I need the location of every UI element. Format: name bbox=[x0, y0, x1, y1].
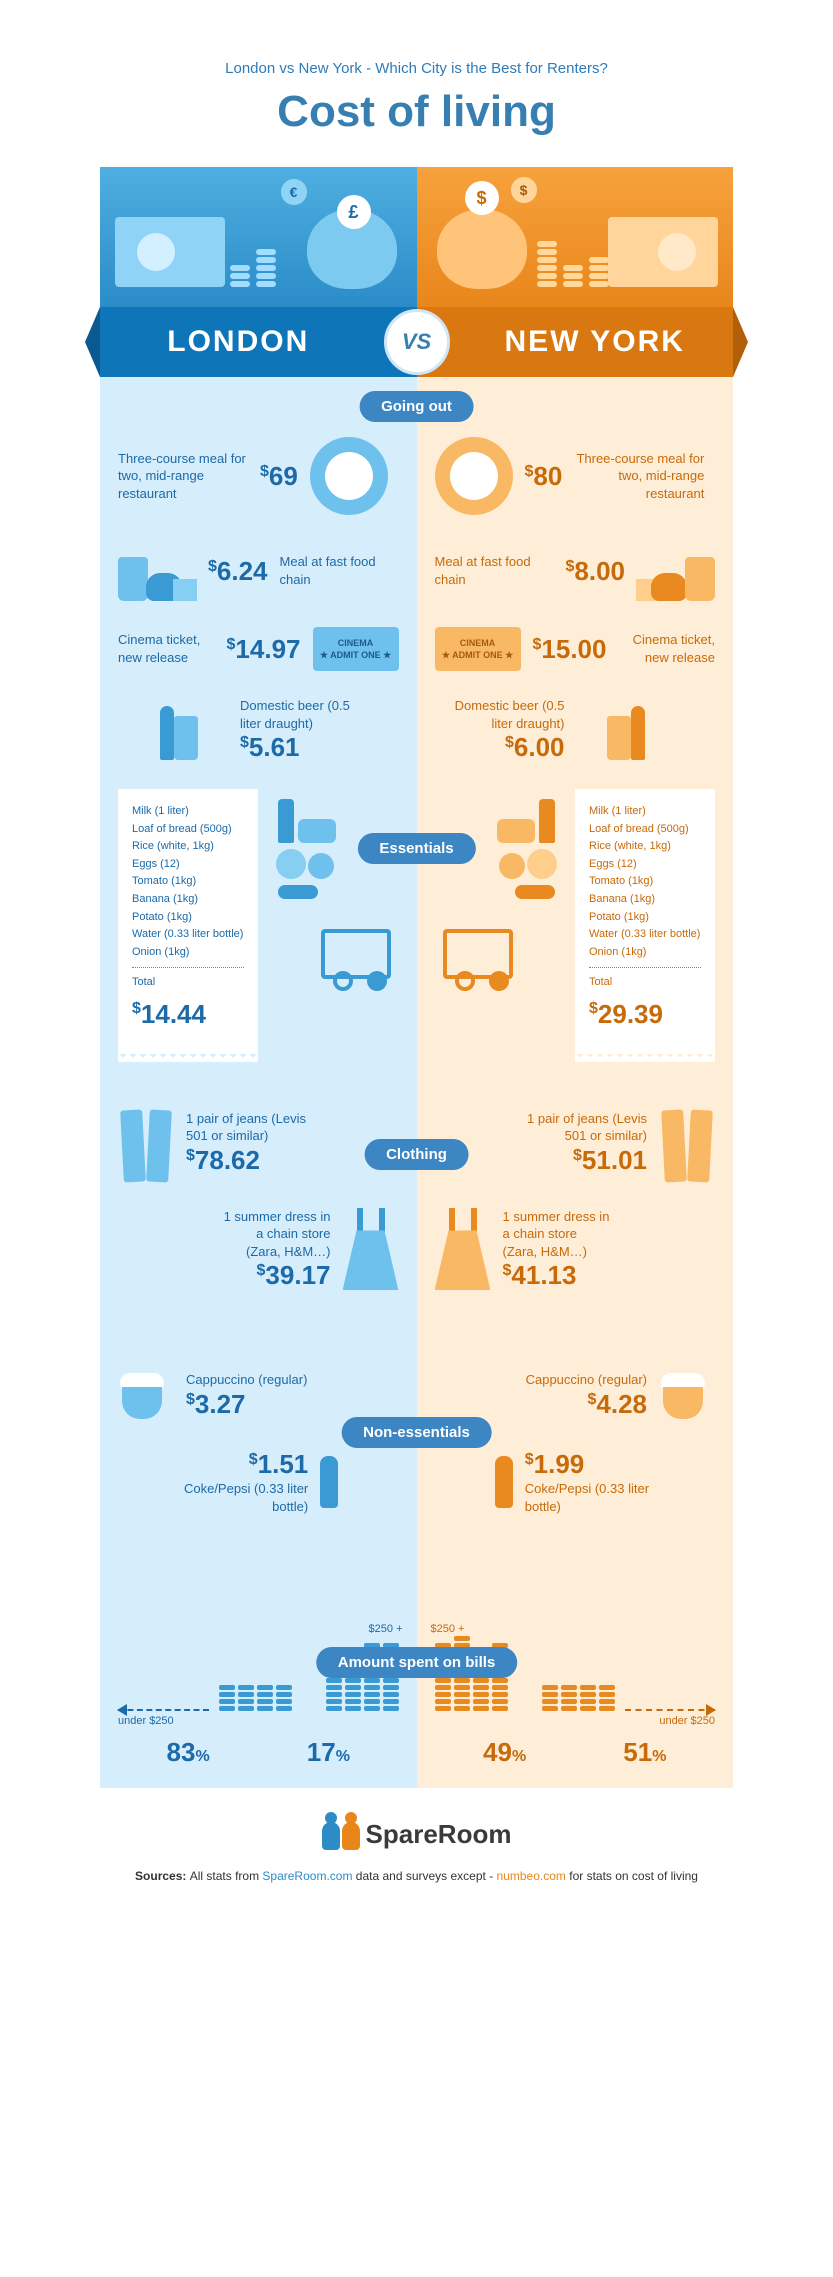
dress-label: 1 summer dress in a chain store (Zara, H… bbox=[503, 1208, 613, 1261]
newyork-column: $80 Three-course meal for two, mid-range… bbox=[417, 377, 734, 1788]
section-clothing: Clothing bbox=[364, 1139, 469, 1170]
beer-label: Domestic beer (0.5 liter draught) bbox=[240, 697, 370, 732]
bills-london: $250 + under $250 83% 17% bbox=[118, 1591, 399, 1768]
coke-label: Coke/Pepsi (0.33 liter bottle) bbox=[178, 1480, 308, 1515]
fastfood-icon bbox=[637, 541, 715, 601]
ticket-icon: CINEMA★ ADMIT ONE ★ bbox=[313, 627, 399, 671]
groceries-icon bbox=[258, 789, 399, 989]
meal-price-london: $69 bbox=[260, 461, 298, 492]
meal-label: Three-course meal for two, mid-range res… bbox=[118, 450, 248, 503]
bills-under-pct-london: 83% bbox=[167, 1737, 210, 1768]
people-icon bbox=[322, 1818, 360, 1850]
jeans-label: 1 pair of jeans (Levis 501 or similar) bbox=[517, 1110, 647, 1145]
plate-icon bbox=[435, 437, 513, 515]
cappuccino-icon bbox=[659, 1367, 715, 1423]
beer-label: Domestic beer (0.5 liter draught) bbox=[435, 697, 565, 732]
dress-price-newyork: $41.13 bbox=[503, 1260, 613, 1291]
jeans-icon bbox=[659, 1104, 715, 1182]
city-london: LONDON bbox=[100, 307, 417, 377]
section-going-out: Going out bbox=[359, 391, 474, 422]
beer-icon bbox=[160, 700, 228, 760]
fastfood-label: Meal at fast food chain bbox=[280, 553, 399, 588]
cappuccino-icon bbox=[118, 1367, 174, 1423]
section-non-essentials: Non-essentials bbox=[341, 1417, 492, 1448]
essentials-total-london: $14.44 bbox=[132, 994, 244, 1036]
bottle-icon bbox=[495, 1456, 513, 1508]
fastfood-icon bbox=[118, 541, 196, 601]
essentials-receipt-newyork: Milk (1 liter)Loaf of bread (500g)Rice (… bbox=[575, 789, 715, 1054]
dress-icon bbox=[435, 1208, 491, 1290]
vs-badge: VS bbox=[384, 309, 450, 375]
meal-label: Three-course meal for two, mid-range res… bbox=[574, 450, 704, 503]
fastfood-price-newyork: $8.00 bbox=[565, 556, 625, 587]
dress-price-london: $39.17 bbox=[221, 1260, 331, 1291]
piggy-bank-icon bbox=[437, 209, 527, 289]
dress-label: 1 summer dress in a chain store (Zara, H… bbox=[221, 1208, 331, 1261]
cinema-price-newyork: $15.00 bbox=[533, 634, 607, 665]
cinema-price-london: $14.97 bbox=[227, 634, 301, 665]
bills-under-pct-newyork: 51% bbox=[623, 1737, 666, 1768]
sources-text: Sources: All stats from SpareRoom.com da… bbox=[100, 1869, 733, 1883]
currency-coin-icon: $ bbox=[465, 181, 499, 215]
beer-price-newyork: $6.00 bbox=[435, 732, 565, 763]
jeans-price-newyork: $51.01 bbox=[517, 1145, 647, 1176]
cinema-label: Cinema ticket, new release bbox=[618, 631, 715, 666]
fastfood-price-london: $6.24 bbox=[208, 556, 268, 587]
essentials-total-newyork: $29.39 bbox=[589, 994, 701, 1036]
city-newyork: NEW YORK bbox=[417, 307, 734, 377]
page-subtitle: London vs New York - Which City is the B… bbox=[100, 60, 733, 77]
beer-icon bbox=[577, 700, 645, 760]
essentials-receipt-london: Milk (1 liter)Loaf of bread (500g)Rice (… bbox=[118, 789, 258, 1054]
dress-icon bbox=[343, 1208, 399, 1290]
vs-banner: LONDON NEW YORK VS bbox=[100, 307, 733, 377]
jeans-icon bbox=[118, 1104, 174, 1182]
currency-coin-icon: € bbox=[281, 179, 307, 205]
bills-over-pct-london: 17% bbox=[307, 1737, 350, 1768]
page-title: Cost of living bbox=[100, 87, 733, 137]
groceries-icon bbox=[435, 789, 576, 989]
bottle-icon bbox=[320, 1456, 338, 1508]
coke-price-newyork: $1.99 bbox=[525, 1449, 655, 1480]
cappuccino-price-newyork: $4.28 bbox=[526, 1389, 647, 1420]
cappuccino-label: Cappuccino (regular) bbox=[186, 1371, 307, 1389]
coke-price-london: $1.51 bbox=[178, 1449, 308, 1480]
beer-price-london: $5.61 bbox=[240, 732, 370, 763]
jeans-price-london: $78.62 bbox=[186, 1145, 316, 1176]
brand-logo: SpareRoom bbox=[322, 1818, 512, 1850]
plate-icon bbox=[310, 437, 388, 515]
bills-over-pct-newyork: 49% bbox=[483, 1737, 526, 1768]
cappuccino-price-london: $3.27 bbox=[186, 1389, 307, 1420]
section-essentials: Essentials bbox=[357, 833, 475, 864]
section-bills: Amount spent on bills bbox=[316, 1647, 518, 1678]
currency-coin-icon: $ bbox=[511, 177, 537, 203]
cinema-label: Cinema ticket, new release bbox=[118, 631, 215, 666]
hero-illustration: € £ $ $ bbox=[100, 167, 733, 307]
coke-label: Coke/Pepsi (0.33 liter bottle) bbox=[525, 1480, 655, 1515]
london-column: Three-course meal for two, mid-range res… bbox=[100, 377, 417, 1788]
ticket-icon: CINEMA★ ADMIT ONE ★ bbox=[435, 627, 521, 671]
fastfood-label: Meal at fast food chain bbox=[435, 553, 554, 588]
jeans-label: 1 pair of jeans (Levis 501 or similar) bbox=[186, 1110, 316, 1145]
currency-coin-icon: £ bbox=[337, 195, 371, 229]
cappuccino-label: Cappuccino (regular) bbox=[526, 1371, 647, 1389]
bills-newyork: $250 + under $250 49% 51% bbox=[435, 1591, 716, 1768]
meal-price-newyork: $80 bbox=[525, 461, 563, 492]
